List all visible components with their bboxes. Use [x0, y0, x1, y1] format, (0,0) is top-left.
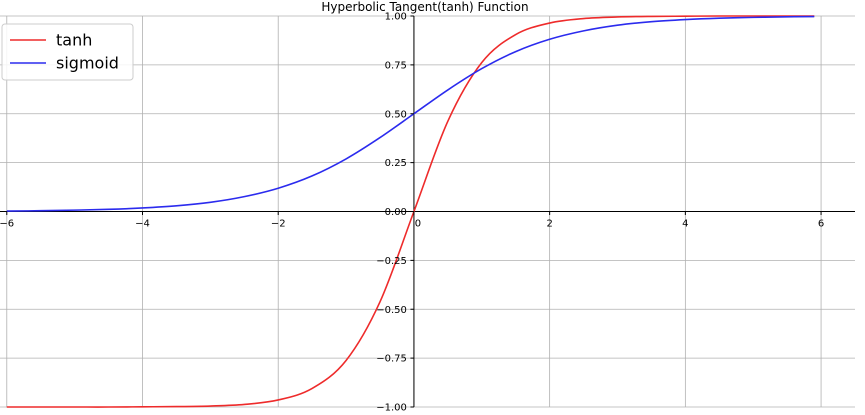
x-tick-label: 2: [546, 219, 552, 230]
chart-title: Hyperbolic Tangent(tanh) Function: [321, 0, 528, 14]
series-line-sigmoid: [6, 15, 815, 212]
y-tick-label: −0.25: [376, 256, 407, 267]
x-tick-label: 6: [818, 219, 824, 230]
tick-labels: −6 −4 −2 0 2 4 6 −1.00 −0.75 −0.50 −0.25 0.00 0.25 0.…: [0, 12, 824, 414]
y-tick-label: 0.50: [385, 109, 407, 120]
x-tick-label: 4: [682, 219, 688, 230]
legend-label-sigmoid: sigmoid: [56, 54, 119, 73]
x-tick-label: −4: [135, 219, 150, 230]
y-tick-label: 0.00: [385, 207, 407, 218]
y-tick-label: 0.25: [385, 158, 407, 169]
y-tick-label: −0.50: [376, 305, 407, 316]
y-tick-label: 1.00: [385, 12, 407, 23]
y-tick-label: −0.75: [376, 354, 407, 365]
legend: tanh sigmoid: [1, 23, 134, 81]
legend-box: [1, 23, 134, 81]
x-tick-label: −2: [271, 219, 286, 230]
legend-label-tanh: tanh: [56, 31, 92, 50]
y-tick-label: −1.00: [376, 403, 407, 414]
x-tick-label: −6: [0, 219, 14, 230]
y-tick-label: 0.75: [385, 60, 407, 71]
x-tick-label: 0: [415, 219, 421, 230]
